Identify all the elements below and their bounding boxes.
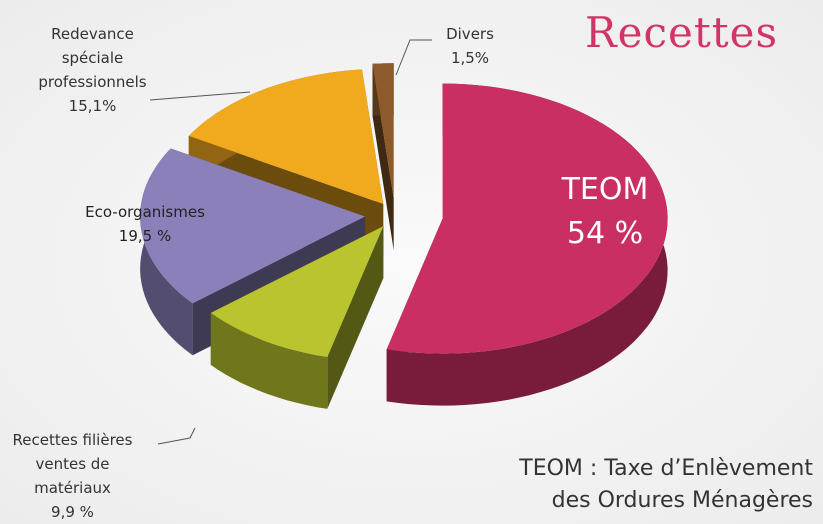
value-label: 19,5 % <box>118 227 172 245</box>
footnote: TEOM : Taxe d’Enlèvement <box>519 456 813 481</box>
chart-title: Recettes <box>585 8 779 57</box>
value-label: 9,9 % <box>51 503 94 521</box>
slice-label: Eco-organismes 19,5 % <box>75 200 215 248</box>
leader-line <box>157 427 196 445</box>
category-label: Divers <box>446 25 494 43</box>
slice-side <box>210 312 328 409</box>
slice-label: Divers 1,5% <box>430 22 510 70</box>
footnote: des Ordures Ménagères <box>551 488 813 513</box>
value-label: 54 % <box>566 216 644 251</box>
leader-lines <box>149 39 432 445</box>
pie-slice <box>372 63 394 199</box>
value-label: 15,1% <box>68 97 117 115</box>
category-label: TEOM <box>561 172 649 207</box>
pie-slice <box>188 69 384 204</box>
pie-slice <box>386 83 668 354</box>
slice-tops <box>140 63 668 357</box>
category-label: Eco-organismes <box>85 203 205 221</box>
pie-slice <box>140 148 366 304</box>
category-label: Recettes filières ventes de matériaux <box>12 431 133 497</box>
slice-label: Redevance spéciale professionnels 15,1% <box>35 22 150 118</box>
value-label: 1,5% <box>450 49 490 67</box>
category-label: Redevance spéciale professionnels <box>38 25 147 91</box>
slice-label: Recettes filières ventes de matériaux 9,… <box>5 428 140 524</box>
pie-slice <box>210 226 384 357</box>
leader-line <box>149 91 251 101</box>
slice-label: TEOM 54 % <box>545 168 665 256</box>
leader-line <box>395 39 432 76</box>
